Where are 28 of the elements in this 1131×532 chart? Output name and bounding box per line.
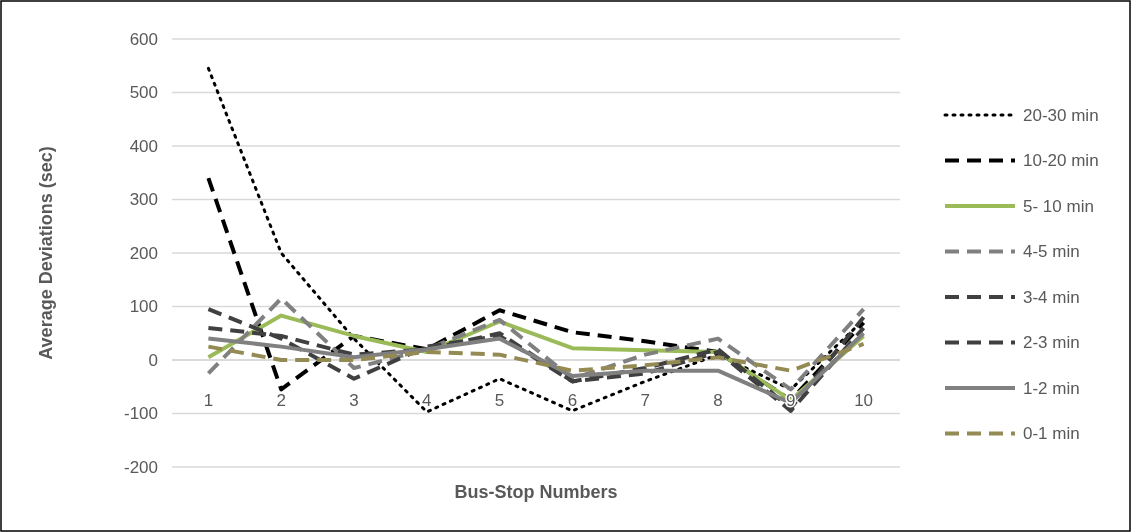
x-tick-label: 7 xyxy=(640,391,650,410)
legend-label: 2-3 min xyxy=(1023,333,1080,353)
legend-label: 5- 10 min xyxy=(1023,196,1094,216)
y-tick-label: 500 xyxy=(129,83,158,103)
x-tick-label: 4 xyxy=(422,391,432,410)
x-tick-label: 10 xyxy=(854,391,874,410)
legend-label: 1-2 min xyxy=(1023,378,1080,398)
y-tick-label: 600 xyxy=(129,29,158,49)
x-tick-label: 8 xyxy=(713,391,723,410)
legend-label: 4-5 min xyxy=(1023,242,1080,262)
x-tick-label: 6 xyxy=(567,391,578,410)
y-tick-label: -200 xyxy=(123,457,158,477)
legend-label: 20-30 min xyxy=(1023,105,1099,125)
legend-label: 3-4 min xyxy=(1023,287,1080,307)
y-tick-label: 200 xyxy=(129,243,158,263)
legend-label: 10-20 min xyxy=(1023,151,1099,171)
y-tick-label: -100 xyxy=(123,404,158,424)
y-tick-label: 300 xyxy=(129,190,158,210)
y-tick-label: 100 xyxy=(129,297,158,317)
x-axis-title: Bus-Stop Numbers xyxy=(454,482,618,502)
x-tick-label: 2 xyxy=(276,391,286,410)
y-tick-label: 0 xyxy=(148,350,158,370)
x-tick-label: 3 xyxy=(349,391,359,410)
x-tick-label: 5 xyxy=(494,391,505,410)
y-tick-label: 400 xyxy=(129,136,158,156)
y-axis-title: Average Deviations (sec) xyxy=(36,146,56,360)
legend-label: 0-1 min xyxy=(1023,424,1080,444)
x-tick-label: 1 xyxy=(203,391,214,410)
